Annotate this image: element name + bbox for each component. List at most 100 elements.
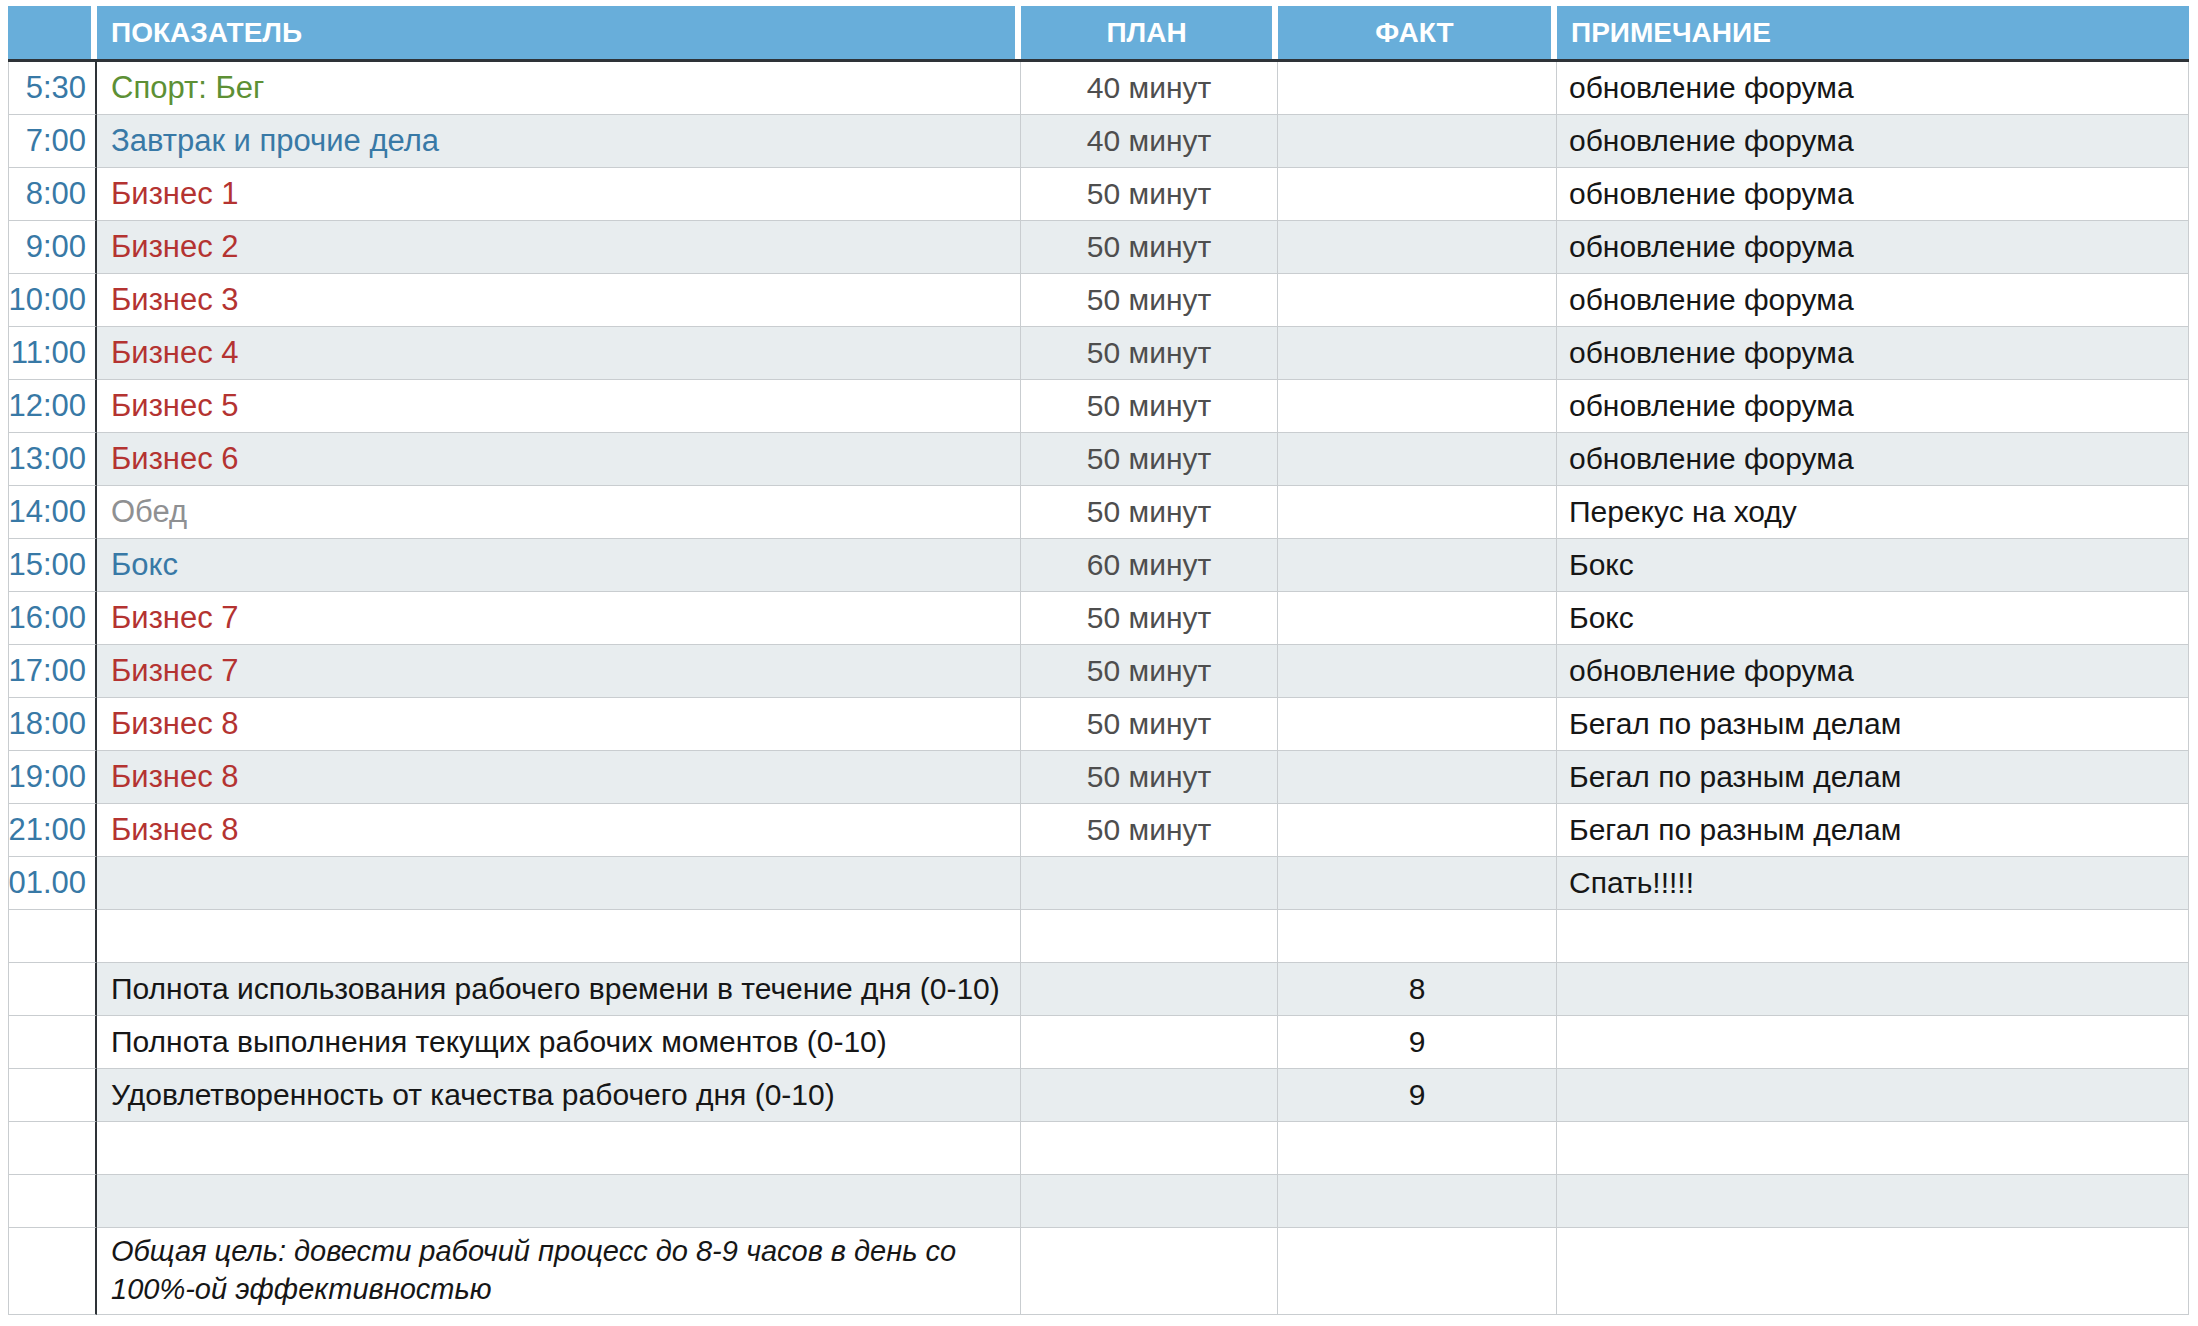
- plan-value: 40 минут: [1087, 124, 1211, 158]
- plan-value: 50 минут: [1087, 760, 1211, 794]
- time-label: 13:00: [8, 441, 86, 477]
- header-note: ПРИМЕЧАНИЕ: [1557, 6, 2189, 59]
- indicator-label: Бизнес 7: [111, 653, 239, 689]
- time-cell: [8, 1175, 97, 1228]
- note-label: обновление форума: [1569, 336, 1854, 370]
- time-cell: 17:00: [8, 645, 97, 698]
- table-row: 16:00 Бизнес 7 50 минут Бокс: [8, 592, 2189, 645]
- plan-cell: 50 минут: [1021, 645, 1278, 698]
- note-cell: [1557, 963, 2189, 1016]
- fact-cell: [1278, 168, 1557, 221]
- table-row: 10:00 Бизнес 3 50 минут обновление форум…: [8, 274, 2189, 327]
- plan-cell: [1021, 1175, 1278, 1228]
- table-row: 9:00 Бизнес 2 50 минут обновление форума: [8, 221, 2189, 274]
- indicator-cell: Бизнес 4: [97, 327, 1021, 380]
- plan-cell: [1021, 1122, 1278, 1175]
- plan-value: 50 минут: [1087, 601, 1211, 635]
- time-cell: 21:00: [8, 804, 97, 857]
- table-row: 12:00 Бизнес 5 50 минут обновление форум…: [8, 380, 2189, 433]
- plan-value: 50 минут: [1087, 283, 1211, 317]
- plan-cell: 50 минут: [1021, 751, 1278, 804]
- table-header-row: ПОКАЗАТЕЛЬ ПЛАН ФАКТ ПРИМЕЧАНИЕ: [8, 6, 2189, 62]
- note-cell: [1557, 1228, 2189, 1315]
- note-cell: Бегал по разным делам: [1557, 804, 2189, 857]
- plan-cell: 40 минут: [1021, 62, 1278, 115]
- plan-cell: 50 минут: [1021, 274, 1278, 327]
- indicator-label: Бизнес 4: [111, 335, 239, 371]
- indicator-cell: [97, 1122, 1021, 1175]
- time-cell: 18:00: [8, 698, 97, 751]
- fact-cell: [1278, 62, 1557, 115]
- time-cell: 13:00: [8, 433, 97, 486]
- indicator-label: Бизнес 8: [111, 706, 239, 742]
- indicator-cell: Бизнес 8: [97, 751, 1021, 804]
- fact-cell: [1278, 115, 1557, 168]
- time-label: 12:00: [8, 388, 86, 424]
- fact-cell: [1278, 751, 1557, 804]
- header-time-cell: [8, 6, 97, 59]
- header-fact-label: ФАКТ: [1375, 17, 1453, 49]
- note-label: обновление форума: [1569, 71, 1854, 105]
- plan-value: 60 минут: [1087, 548, 1211, 582]
- indicator-label: Спорт: Бег: [111, 70, 264, 106]
- summary-label: Удовлетворенность от качества рабочего д…: [111, 1078, 835, 1112]
- summary-row: Полнота выполнения текущих рабочих момен…: [8, 1016, 2189, 1069]
- note-cell: [1557, 1016, 2189, 1069]
- time-cell: [8, 1016, 97, 1069]
- note-label: Перекус на ходу: [1569, 495, 1797, 529]
- time-cell: 9:00: [8, 221, 97, 274]
- note-cell: обновление форума: [1557, 62, 2189, 115]
- plan-value: 50 минут: [1087, 654, 1211, 688]
- indicator-label: Бизнес 2: [111, 229, 239, 265]
- plan-value: 50 минут: [1087, 389, 1211, 423]
- note-cell: обновление форума: [1557, 380, 2189, 433]
- indicator-cell: Бизнес 8: [97, 804, 1021, 857]
- plan-value: 50 минут: [1087, 177, 1211, 211]
- plan-cell: [1021, 1016, 1278, 1069]
- time-cell: [8, 910, 97, 963]
- plan-cell: 50 минут: [1021, 221, 1278, 274]
- time-cell: 10:00: [8, 274, 97, 327]
- note-label: обновление форума: [1569, 124, 1854, 158]
- indicator-label: Бизнес 6: [111, 441, 239, 477]
- indicator-cell: Завтрак и прочие дела: [97, 115, 1021, 168]
- indicator-cell: Бизнес 8: [97, 698, 1021, 751]
- table-row: 17:00 Бизнес 7 50 минут обновление форум…: [8, 645, 2189, 698]
- indicator-cell: Обед: [97, 486, 1021, 539]
- time-label: 16:00: [8, 600, 86, 636]
- fact-cell: [1278, 857, 1557, 910]
- summary-label: Полнота выполнения текущих рабочих момен…: [111, 1025, 887, 1059]
- table-row: 19:00 Бизнес 8 50 минут Бегал по разным …: [8, 751, 2189, 804]
- note-label: обновление форума: [1569, 389, 1854, 423]
- header-plan-label: ПЛАН: [1106, 17, 1186, 49]
- indicator-label: Обед: [111, 494, 187, 530]
- note-label: Бокс: [1569, 601, 1634, 635]
- summary-label-cell: Удовлетворенность от качества рабочего д…: [97, 1069, 1021, 1122]
- time-cell: 5:30: [8, 62, 97, 115]
- time-label: 7:00: [26, 123, 86, 159]
- time-label: 01.00: [8, 865, 86, 901]
- empty-row: [8, 910, 2189, 963]
- time-cell: [8, 1122, 97, 1175]
- note-label: обновление форума: [1569, 654, 1854, 688]
- empty-row: [8, 1122, 2189, 1175]
- plan-cell: 50 минут: [1021, 698, 1278, 751]
- indicator-cell: Бокс: [97, 539, 1021, 592]
- summary-label-cell: Полнота использования рабочего времени в…: [97, 963, 1021, 1016]
- indicator-cell: Бизнес 6: [97, 433, 1021, 486]
- indicator-cell: Бизнес 5: [97, 380, 1021, 433]
- note-cell: Спать!!!!!: [1557, 857, 2189, 910]
- time-label: 21:00: [8, 812, 86, 848]
- plan-value: 40 минут: [1087, 71, 1211, 105]
- summary-fact-value: 9: [1409, 1025, 1426, 1059]
- plan-cell: 50 минут: [1021, 327, 1278, 380]
- plan-value: 50 минут: [1087, 813, 1211, 847]
- fact-cell: [1278, 221, 1557, 274]
- time-cell: 8:00: [8, 168, 97, 221]
- plan-cell: 50 минут: [1021, 592, 1278, 645]
- time-cell: 01.00: [8, 857, 97, 910]
- fact-cell: [1278, 539, 1557, 592]
- summary-row: Полнота использования рабочего времени в…: [8, 963, 2189, 1016]
- table-row: 14:00 Обед 50 минут Перекус на ходу: [8, 486, 2189, 539]
- indicator-label: Бизнес 1: [111, 176, 239, 212]
